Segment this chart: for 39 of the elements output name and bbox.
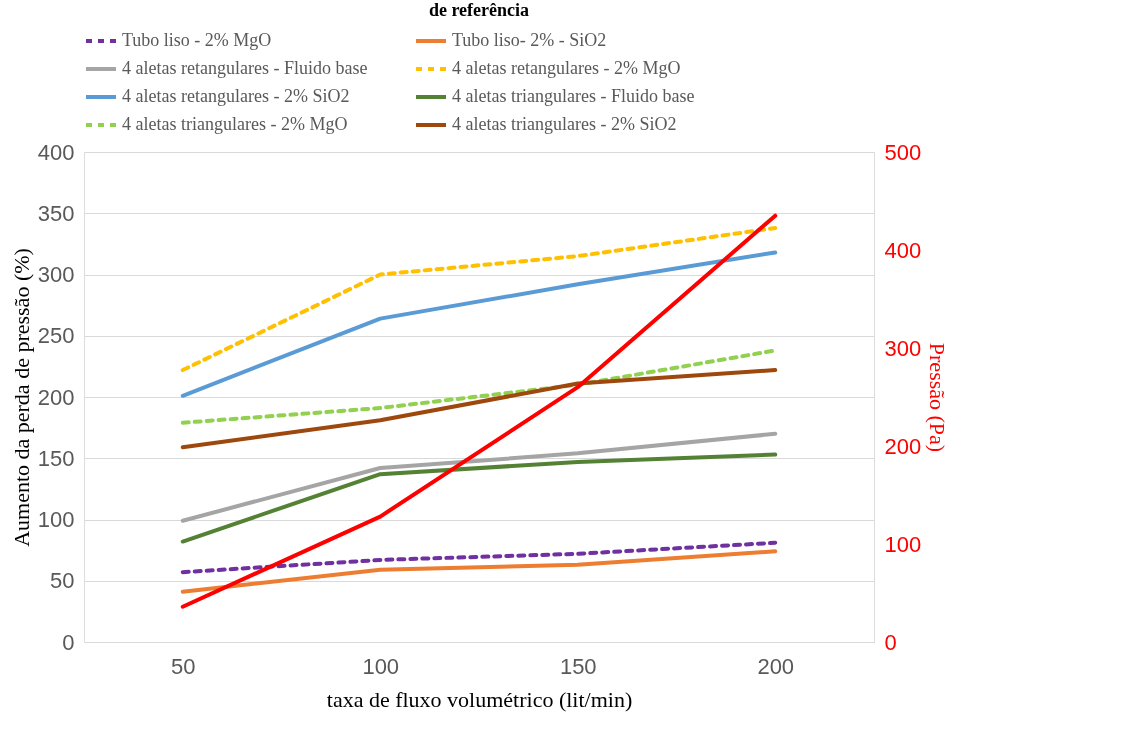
y-tick-label: 250 — [37, 323, 75, 349]
legend-label: Tubo liso- 2% - SiO2 — [452, 30, 607, 50]
legend-label: Tubo liso - 2% MgO — [122, 30, 272, 50]
y2-tick-label: 300 — [884, 335, 922, 361]
y2-tick-label: 100 — [884, 531, 922, 557]
y-tick-label: 200 — [37, 384, 75, 410]
line-series — [180, 540, 778, 575]
line-series — [180, 549, 778, 594]
y2-tick-label: 500 — [884, 139, 922, 165]
y-tick-label: 300 — [37, 262, 75, 287]
x-tick-label: 50 — [171, 653, 196, 679]
y-tick-label: 350 — [37, 200, 75, 226]
legend-label: 4 aletas triangulares - 2% SiO2 — [452, 114, 677, 134]
legend-label: 4 aletas retangulares - 2% SiO2 — [122, 86, 350, 106]
line-series — [180, 250, 778, 398]
chart-title: de referência — [428, 0, 530, 20]
line-series — [180, 368, 778, 450]
y-tick-label: 150 — [37, 445, 75, 471]
x-axis-title: taxa de fluxo volumétrico (lit/min) — [326, 686, 633, 712]
legend-label: 4 aletas retangulares - 2% MgO — [452, 58, 681, 78]
line-series — [180, 225, 778, 373]
y-axis-title: Aumento da perda de pressão (%) — [8, 248, 34, 547]
x-tick-label: 200 — [757, 653, 795, 679]
legend-label: 4 aletas triangulares - 2% MgO — [122, 114, 348, 134]
x-tick-label: 100 — [362, 653, 400, 679]
legend-label: 4 aletas triangulares - Fluido base — [452, 86, 695, 106]
y2-tick-label: 400 — [884, 237, 922, 263]
x-tick-label: 150 — [559, 653, 597, 679]
legend-label: 4 aletas retangulares - Fluido base — [122, 58, 368, 78]
y2-tick-label: 0 — [884, 629, 897, 655]
y-tick-label: 0 — [62, 629, 75, 655]
line-series — [180, 213, 778, 609]
y-tick-label: 50 — [50, 568, 75, 594]
y2-tick-label: 200 — [884, 433, 922, 459]
y-tick-label: 100 — [37, 507, 75, 532]
y2-axis-title: Pressão (Pa) — [925, 342, 951, 453]
line-series — [180, 431, 778, 523]
y-tick-label: 400 — [37, 139, 75, 165]
line-series — [180, 452, 778, 544]
